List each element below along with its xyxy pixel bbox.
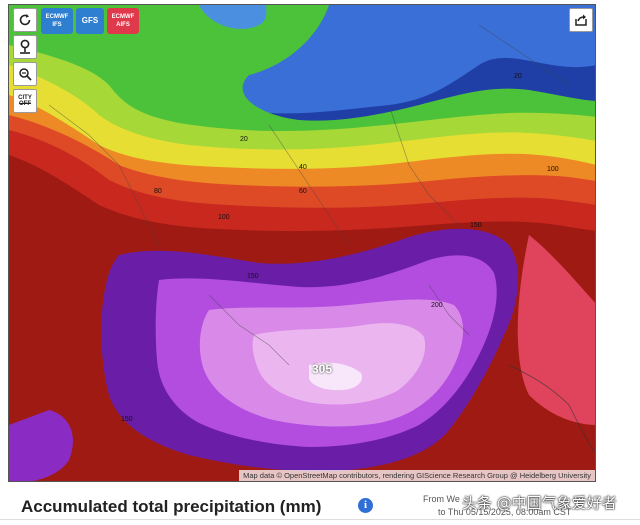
model-label-line1: GFS	[81, 16, 99, 25]
info-icon[interactable]: i	[358, 498, 373, 513]
model-ecmwf-ifs-button[interactable]: ECMWF IFS	[41, 8, 73, 34]
province-border	[388, 104, 460, 226]
refresh-icon	[19, 14, 31, 26]
page-title: Accumulated total precipitation (mm)	[21, 497, 322, 516]
share-icon	[575, 14, 587, 26]
zoom-icon	[19, 68, 32, 81]
contour-label: 150	[247, 273, 259, 280]
contour-label: 60	[299, 188, 307, 195]
band-lime	[9, 45, 595, 165]
contour-label: 40	[299, 164, 307, 171]
band-west-purple	[9, 410, 73, 481]
zoom-button[interactable]	[13, 62, 37, 86]
band-green	[9, 5, 595, 145]
time-range-from: From We	[423, 494, 460, 504]
map-attribution: Map data © OpenStreetMap contributors, r…	[239, 470, 595, 481]
info-glyph: i	[363, 499, 368, 511]
model-ecmwf-aifs-button[interactable]: ECMWF AIFS	[107, 8, 139, 34]
contour-label: 100	[218, 214, 230, 221]
model-label-line1: ECMWF	[45, 14, 69, 20]
province-border	[478, 24, 570, 86]
province-border	[48, 104, 160, 246]
contour-label: 100	[547, 166, 559, 173]
city-label-line2: OFF	[18, 101, 31, 107]
band-orange	[9, 95, 595, 200]
province-border	[268, 124, 350, 246]
map-pin-icon	[20, 39, 30, 54]
contour-label: 20	[514, 73, 522, 80]
share-button[interactable]	[569, 8, 593, 32]
contour-label: 150	[470, 222, 482, 229]
band-pink-southeast	[517, 235, 595, 425]
contour-label: 20	[240, 136, 248, 143]
model-label-line2: AIFS	[116, 22, 130, 28]
contour-label: 150	[121, 416, 133, 423]
band-maximum	[309, 362, 363, 391]
precipitation-map[interactable]: 20 20 40 60 80 100 100 150 150 200 150 3…	[8, 4, 596, 482]
model-gfs-button[interactable]: GFS	[76, 8, 104, 34]
province-border	[208, 294, 290, 366]
model-label-line1: ECMWF	[111, 14, 135, 20]
bottom-divider	[0, 519, 640, 520]
max-precipitation-value: 305	[312, 362, 333, 376]
coastline	[508, 364, 595, 453]
contour-label: 80	[154, 188, 162, 195]
location-button[interactable]	[13, 35, 37, 59]
model-label-line2: IFS	[52, 22, 62, 28]
refresh-button[interactable]	[13, 8, 37, 32]
contour-label: 200	[431, 302, 443, 309]
city-toggle-label: CITY OFF	[18, 95, 32, 107]
city-label-line1: CITY	[18, 95, 32, 101]
time-range-to: to Thu 05/15/2025, 08:00am CST	[438, 507, 572, 517]
precipitation-field	[9, 5, 595, 481]
province-border	[428, 284, 470, 336]
band-yellow	[9, 65, 595, 180]
city-toggle-button[interactable]: CITY OFF	[13, 89, 37, 113]
watermark: 头条 @中国气象爱好者	[462, 494, 617, 512]
